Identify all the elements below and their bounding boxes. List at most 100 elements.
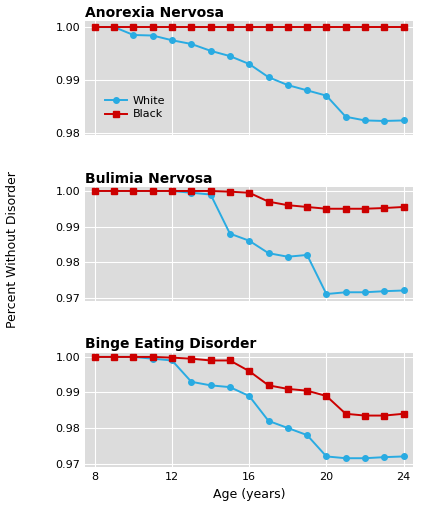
Black	[285, 202, 291, 208]
White	[324, 92, 329, 99]
White	[208, 48, 213, 54]
White	[227, 230, 233, 237]
Black	[189, 24, 194, 30]
Black	[150, 24, 155, 30]
White	[285, 82, 291, 88]
Black	[305, 204, 310, 210]
White	[170, 358, 175, 364]
White	[285, 425, 291, 431]
Black	[170, 188, 175, 194]
White	[305, 87, 310, 93]
Black	[227, 24, 233, 30]
Black	[343, 24, 348, 30]
Black	[363, 413, 368, 419]
Line: Black: Black	[92, 188, 406, 212]
Black	[170, 354, 175, 361]
White	[189, 189, 194, 196]
Line: White: White	[92, 354, 406, 461]
White	[247, 61, 252, 67]
White	[382, 454, 387, 460]
White	[363, 455, 368, 461]
White	[305, 432, 310, 438]
White	[150, 188, 155, 194]
Black	[131, 24, 136, 30]
Black	[131, 188, 136, 194]
Black	[285, 386, 291, 392]
Black	[382, 413, 387, 419]
Black	[266, 199, 271, 205]
White	[401, 117, 406, 124]
White	[131, 188, 136, 194]
Black	[401, 204, 406, 210]
White	[266, 250, 271, 256]
Text: Binge Eating Disorder: Binge Eating Disorder	[85, 337, 256, 351]
White	[189, 379, 194, 385]
Black	[382, 24, 387, 30]
Legend: White, Black: White, Black	[101, 92, 170, 124]
Black	[150, 188, 155, 194]
Black	[247, 24, 252, 30]
Black	[208, 188, 213, 194]
White	[363, 289, 368, 295]
Black	[227, 188, 233, 195]
White	[92, 354, 98, 360]
White	[343, 455, 348, 461]
White	[170, 37, 175, 44]
White	[208, 192, 213, 198]
Black	[305, 388, 310, 394]
Line: White: White	[92, 188, 406, 297]
White	[131, 32, 136, 38]
White	[266, 74, 271, 80]
White	[170, 188, 175, 194]
Black	[208, 358, 213, 364]
White	[150, 32, 155, 38]
Black	[92, 354, 98, 360]
Line: White: White	[92, 24, 406, 124]
Black	[324, 206, 329, 212]
White	[150, 356, 155, 362]
White	[247, 238, 252, 244]
Black	[92, 24, 98, 30]
Black	[170, 24, 175, 30]
Black	[247, 368, 252, 374]
White	[343, 114, 348, 120]
White	[112, 24, 117, 30]
White	[285, 254, 291, 260]
Black	[401, 24, 406, 30]
Text: Bulimia Nervosa: Bulimia Nervosa	[85, 172, 213, 185]
Black	[189, 188, 194, 194]
Black	[324, 393, 329, 399]
White	[305, 252, 310, 258]
Black	[343, 411, 348, 417]
Black	[266, 382, 271, 388]
Black	[112, 24, 117, 30]
Black	[189, 356, 194, 362]
Black	[92, 188, 98, 194]
White	[401, 288, 406, 294]
Line: Black: Black	[92, 354, 406, 418]
Black	[285, 24, 291, 30]
White	[324, 291, 329, 297]
White	[247, 393, 252, 399]
White	[266, 418, 271, 424]
White	[401, 453, 406, 459]
White	[112, 188, 117, 194]
White	[382, 288, 387, 294]
Black	[363, 206, 368, 212]
Black	[363, 24, 368, 30]
White	[227, 53, 233, 59]
Black	[150, 354, 155, 360]
Black	[401, 411, 406, 417]
Black	[247, 189, 252, 196]
White	[208, 382, 213, 388]
Black	[112, 354, 117, 360]
Black	[382, 205, 387, 211]
White	[189, 41, 194, 47]
White	[92, 24, 98, 30]
White	[227, 384, 233, 390]
White	[363, 117, 368, 124]
White	[343, 289, 348, 295]
Text: Anorexia Nervosa: Anorexia Nervosa	[85, 6, 224, 20]
Black	[266, 24, 271, 30]
White	[112, 354, 117, 360]
